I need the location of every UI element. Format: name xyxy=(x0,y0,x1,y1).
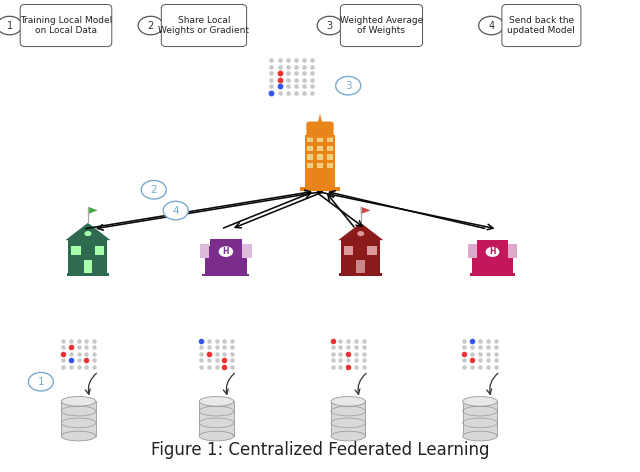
FancyBboxPatch shape xyxy=(367,246,377,255)
FancyBboxPatch shape xyxy=(307,163,312,169)
Text: H: H xyxy=(223,247,229,256)
FancyBboxPatch shape xyxy=(243,244,252,250)
FancyBboxPatch shape xyxy=(328,154,333,160)
Text: 3: 3 xyxy=(345,81,351,91)
FancyBboxPatch shape xyxy=(341,240,380,273)
Text: 1: 1 xyxy=(38,377,44,387)
FancyBboxPatch shape xyxy=(243,252,252,258)
FancyBboxPatch shape xyxy=(317,128,323,134)
FancyBboxPatch shape xyxy=(328,128,333,134)
FancyBboxPatch shape xyxy=(344,246,353,255)
Text: H: H xyxy=(489,247,496,256)
FancyBboxPatch shape xyxy=(236,246,247,274)
FancyBboxPatch shape xyxy=(508,252,517,258)
FancyBboxPatch shape xyxy=(317,145,323,151)
Circle shape xyxy=(357,231,364,236)
FancyBboxPatch shape xyxy=(67,273,109,276)
FancyBboxPatch shape xyxy=(68,240,108,273)
FancyBboxPatch shape xyxy=(307,128,312,134)
FancyBboxPatch shape xyxy=(205,246,216,274)
FancyBboxPatch shape xyxy=(161,5,246,47)
FancyBboxPatch shape xyxy=(501,247,513,273)
FancyBboxPatch shape xyxy=(463,401,497,436)
FancyBboxPatch shape xyxy=(300,187,340,191)
FancyBboxPatch shape xyxy=(508,248,517,254)
Text: 4: 4 xyxy=(488,21,494,31)
Text: 2: 2 xyxy=(148,21,154,31)
Ellipse shape xyxy=(331,431,365,441)
Circle shape xyxy=(163,201,188,220)
FancyBboxPatch shape xyxy=(84,260,92,273)
Text: 2: 2 xyxy=(150,185,157,195)
Circle shape xyxy=(486,247,499,257)
FancyBboxPatch shape xyxy=(200,244,209,250)
Text: 1: 1 xyxy=(6,21,13,31)
Circle shape xyxy=(141,180,166,199)
FancyBboxPatch shape xyxy=(200,248,209,254)
Polygon shape xyxy=(65,223,111,240)
Ellipse shape xyxy=(331,396,365,406)
FancyBboxPatch shape xyxy=(243,248,252,254)
Text: Share Local
Weights or Gradient: Share Local Weights or Gradient xyxy=(159,16,250,35)
FancyBboxPatch shape xyxy=(200,252,209,258)
FancyBboxPatch shape xyxy=(317,137,323,143)
Ellipse shape xyxy=(61,431,96,441)
FancyBboxPatch shape xyxy=(468,252,477,258)
FancyBboxPatch shape xyxy=(328,137,333,143)
FancyBboxPatch shape xyxy=(328,145,333,151)
Ellipse shape xyxy=(61,396,96,406)
FancyBboxPatch shape xyxy=(331,401,365,436)
Text: Training Local Model
on Local Data: Training Local Model on Local Data xyxy=(20,16,112,35)
Ellipse shape xyxy=(463,431,497,441)
FancyBboxPatch shape xyxy=(61,401,96,436)
FancyBboxPatch shape xyxy=(470,273,515,276)
FancyBboxPatch shape xyxy=(502,5,581,47)
FancyBboxPatch shape xyxy=(20,5,112,47)
FancyBboxPatch shape xyxy=(340,5,422,47)
FancyBboxPatch shape xyxy=(307,154,312,160)
FancyBboxPatch shape xyxy=(339,273,382,276)
FancyBboxPatch shape xyxy=(307,145,312,151)
Polygon shape xyxy=(338,223,383,240)
FancyBboxPatch shape xyxy=(472,247,484,273)
Circle shape xyxy=(336,76,361,95)
FancyBboxPatch shape xyxy=(508,244,517,250)
Ellipse shape xyxy=(199,396,234,406)
FancyBboxPatch shape xyxy=(307,121,333,138)
FancyBboxPatch shape xyxy=(71,246,81,255)
FancyBboxPatch shape xyxy=(468,244,477,250)
Text: Figure 1: Centralized Federated Learning: Figure 1: Centralized Federated Learning xyxy=(151,441,489,459)
FancyBboxPatch shape xyxy=(210,239,242,274)
Ellipse shape xyxy=(199,431,234,441)
FancyBboxPatch shape xyxy=(307,137,312,143)
Text: Send back the
updated Model: Send back the updated Model xyxy=(508,16,575,35)
FancyBboxPatch shape xyxy=(328,163,333,169)
FancyBboxPatch shape xyxy=(305,135,335,189)
FancyBboxPatch shape xyxy=(95,246,104,255)
FancyBboxPatch shape xyxy=(317,163,323,169)
FancyBboxPatch shape xyxy=(199,401,234,436)
Text: 3: 3 xyxy=(326,21,333,31)
Ellipse shape xyxy=(463,396,497,406)
Circle shape xyxy=(28,372,54,391)
FancyBboxPatch shape xyxy=(202,274,250,277)
Circle shape xyxy=(219,246,233,257)
FancyBboxPatch shape xyxy=(468,248,477,254)
FancyBboxPatch shape xyxy=(317,154,323,160)
FancyBboxPatch shape xyxy=(356,260,365,273)
Text: 4: 4 xyxy=(172,206,179,216)
Text: Weighted Average
of Weights: Weighted Average of Weights xyxy=(340,16,423,35)
Polygon shape xyxy=(361,207,371,214)
Polygon shape xyxy=(88,207,98,214)
FancyBboxPatch shape xyxy=(477,240,508,273)
Polygon shape xyxy=(317,114,323,124)
Circle shape xyxy=(84,231,92,236)
